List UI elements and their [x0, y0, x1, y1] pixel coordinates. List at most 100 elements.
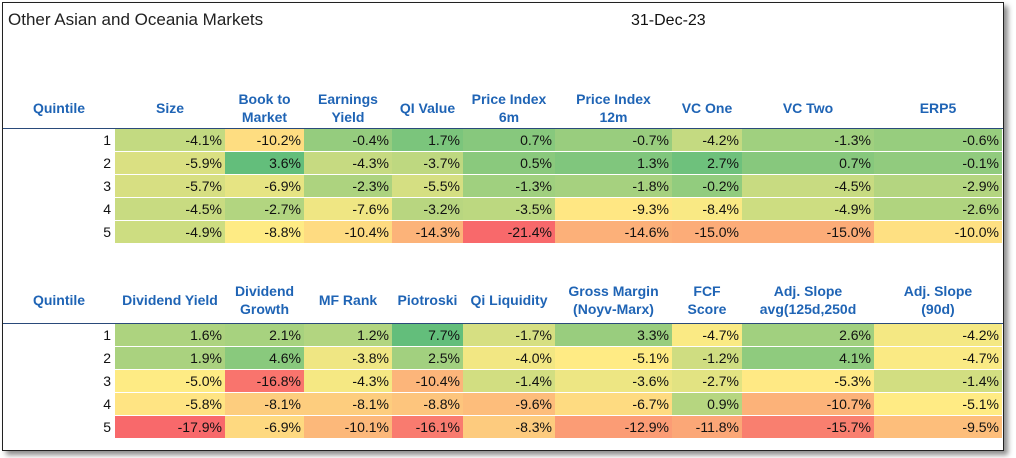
heatmap-cell: -3.5%: [463, 197, 555, 221]
heatmap-cell: 2.5%: [392, 346, 463, 370]
column-header: ERP5: [874, 83, 1002, 133]
heatmap-cell: -5.8%: [115, 392, 225, 416]
heatmap-cell: -14.3%: [392, 220, 463, 244]
heatmap-cell: -3.7%: [392, 151, 463, 175]
heatmap-cell: 0.5%: [463, 151, 555, 175]
column-header-line: Gross Margin: [568, 283, 659, 299]
column-header-line: Adj. Slope: [903, 283, 973, 299]
column-header: Dividend Growth: [225, 275, 304, 325]
heatmap-cell: -8.3%: [463, 415, 555, 439]
heatmap-cell: -3.2%: [392, 197, 463, 221]
quintile-label: 5: [3, 415, 115, 439]
heatmap-cell: -1.3%: [463, 174, 555, 198]
heatmap-cell: -10.4%: [304, 220, 392, 244]
heatmap-cell: 3.3%: [555, 324, 672, 347]
heatmap-cell: -14.6%: [555, 220, 672, 244]
column-header-line: Market: [241, 109, 288, 125]
column-header-line: Adj. Slope: [773, 283, 843, 299]
column-header-line: Price Index: [576, 91, 651, 107]
heatmap-cell: -9.5%: [874, 415, 1002, 439]
heatmap-cell: -2.3%: [304, 174, 392, 198]
column-header: Qi Liquidity: [463, 275, 555, 325]
heatmap-cell: 0.7%: [463, 129, 555, 152]
column-header-line: Yield: [331, 109, 365, 125]
quintile-label: 2: [3, 151, 115, 175]
heatmap-cell: 4.1%: [742, 346, 874, 370]
heatmap-cell: -8.8%: [392, 392, 463, 416]
quintile-header: Quintile: [3, 83, 115, 133]
heatmap-cell: 2.6%: [742, 324, 874, 347]
quintile-label: 5: [3, 220, 115, 244]
report-frame: Other Asian and Oceania Markets 31-Dec-2…: [2, 2, 1004, 451]
heatmap-cell: 3.6%: [225, 151, 304, 175]
heatmap-cell: -4.9%: [742, 197, 874, 221]
table-row: 4 -4.5% -2.7% -7.6% -3.2% -3.5% -9.3% -8.4% -4.9…: [3, 197, 1002, 221]
heatmap-cell: -6.7%: [555, 392, 672, 416]
column-header-line: MF Rank: [318, 292, 378, 308]
heatmap-cell: -4.0%: [463, 346, 555, 370]
table-row: 2 1.9% 4.6% -3.8% 2.5% -4.0% -5.1% -1.2% 4.1% -4.…: [3, 346, 1002, 370]
heatmap-cell: -12.9%: [555, 415, 672, 439]
column-header-line: VC One: [681, 100, 733, 116]
heatmap-cell: -10.4%: [392, 369, 463, 393]
heatmap-cell: 4.6%: [225, 346, 304, 370]
heatmap-cell: -8.1%: [304, 392, 392, 416]
table-row: 2 -5.9% 3.6% -4.3% -3.7% 0.5% 1.3% 2.7% 0.7% -0.1…: [3, 151, 1002, 175]
table-row: 5 -4.9% -8.8% -10.4% -14.3% -21.4% -14.6% -15.0…: [3, 220, 1002, 244]
column-header-line: Size: [155, 100, 184, 116]
report-title: Other Asian and Oceania Markets: [8, 10, 264, 29]
heatmap-cell: -2.7%: [225, 197, 304, 221]
column-header: QI Value: [392, 83, 463, 133]
heatmap-cell: -16.8%: [225, 369, 304, 393]
table-row: 3 -5.7% -6.9% -2.3% -5.5% -1.3% -1.8% -0.2% -4.5…: [3, 174, 1002, 198]
column-header-line: (90d): [921, 301, 955, 317]
column-header-line: Dividend: [234, 283, 295, 299]
heatmap-cell: -4.2%: [672, 129, 742, 152]
column-header: Book to Market: [225, 83, 304, 133]
column-header: FCF Score: [672, 275, 742, 325]
heatmap-cell: -10.7%: [742, 392, 874, 416]
quintile-label: 3: [3, 174, 115, 198]
factor-table: 1 -4.1% -10.2% -0.4% 1.7% 0.7% -0.7% -4.2% -1.3%…: [3, 129, 1002, 244]
heatmap-cell: -4.9%: [115, 220, 225, 244]
heatmap-cell: -6.9%: [225, 415, 304, 439]
table-row: 3 -5.0% -16.8% -4.3% -10.4% -1.4% -3.6% -2.7% -5…: [3, 369, 1002, 393]
heatmap-cell: -9.3%: [555, 197, 672, 221]
column-header-line: 6m: [498, 109, 520, 125]
heatmap-cell: -0.6%: [874, 129, 1002, 152]
quintile-label: 4: [3, 392, 115, 416]
column-header: Adj. Slope avg(125d,250d: [742, 275, 874, 325]
heatmap-cell: 1.7%: [392, 129, 463, 152]
heatmap-cell: 2.7%: [672, 151, 742, 175]
heatmap-cell: -8.1%: [225, 392, 304, 416]
table-row: 1 1.6% 2.1% 1.2% 7.7% -1.7% 3.3% -4.7% 2.6% -4.2%: [3, 324, 1002, 347]
heatmap-cell: -5.7%: [115, 174, 225, 198]
heatmap-cell: 1.2%: [304, 324, 392, 347]
heatmap-cell: -2.9%: [874, 174, 1002, 198]
heatmap-cell: -15.0%: [742, 220, 874, 244]
heatmap-cell: 0.9%: [672, 392, 742, 416]
quintile-label: 1: [3, 129, 115, 152]
heatmap-cell: -17.9%: [115, 415, 225, 439]
column-header-line: Quintile: [32, 292, 86, 308]
column-header-line: VC Two: [782, 100, 834, 116]
column-header-line: Qi Liquidity: [470, 292, 548, 308]
heatmap-cell: -10.1%: [304, 415, 392, 439]
heatmap-cell: 1.6%: [115, 324, 225, 347]
heatmap-cell: -9.6%: [463, 392, 555, 416]
column-header: Gross Margin (Noyv-Marx): [555, 275, 672, 325]
column-header-line: FCF: [693, 283, 721, 299]
heatmap-cell: -0.7%: [555, 129, 672, 152]
column-header-line: (Noyv-Marx): [573, 301, 654, 317]
heatmap-cell: 1.9%: [115, 346, 225, 370]
heatmap-cell: -4.3%: [304, 151, 392, 175]
heatmap-cell: -0.4%: [304, 129, 392, 152]
heatmap-cell: -1.4%: [874, 369, 1002, 393]
table-row: 4 -5.8% -8.1% -8.1% -8.8% -9.6% -6.7% 0.9% -10.7…: [3, 392, 1002, 416]
heatmap-cell: -7.6%: [304, 197, 392, 221]
heatmap-cell: -4.7%: [672, 324, 742, 347]
heatmap-cell: -5.1%: [555, 346, 672, 370]
report-date: 31-Dec-23: [631, 12, 706, 29]
heatmap-cell: -4.3%: [304, 369, 392, 393]
heatmap-cell: -10.0%: [874, 220, 1002, 244]
